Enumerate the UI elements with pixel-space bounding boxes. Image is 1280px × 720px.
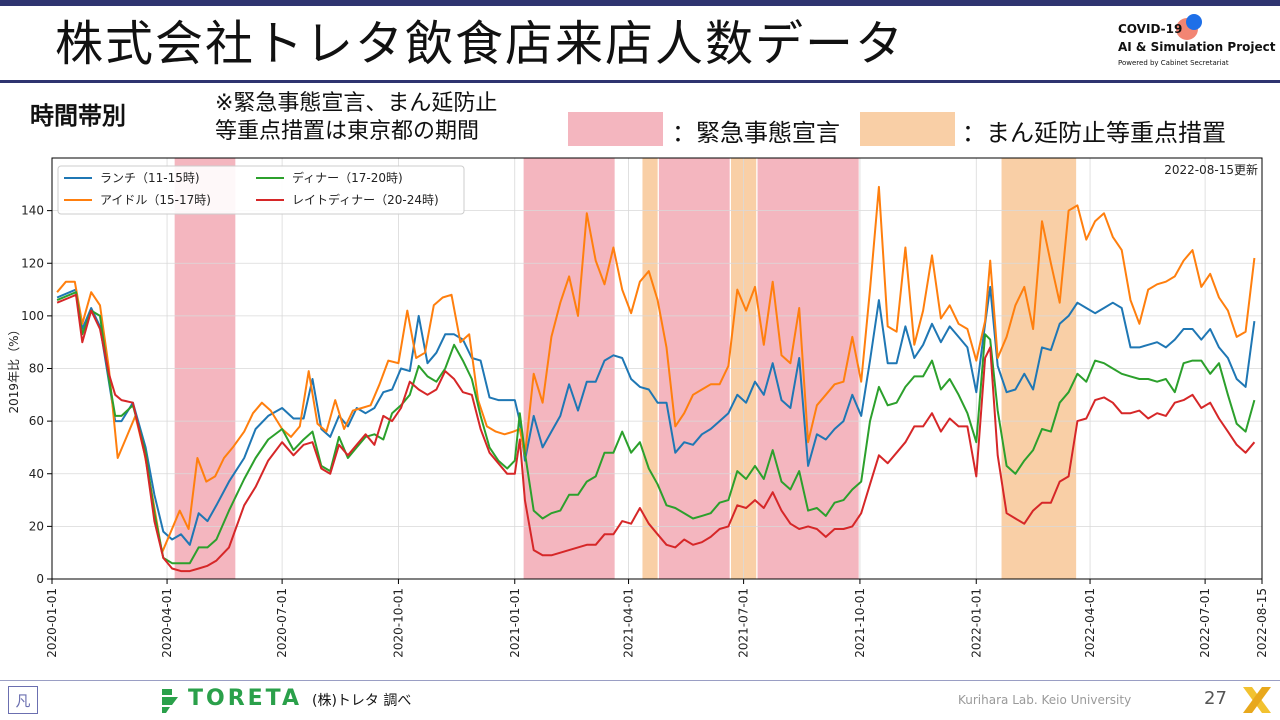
series-line-3 (56, 293, 1256, 573)
toreta-logo-icon (162, 689, 178, 713)
x-tick-label-2020-10-01: 2020-10-01 (391, 588, 405, 658)
y-tick-label-80: 80 (29, 362, 44, 376)
x-tick-label-2021-07-01: 2021-07-01 (737, 588, 751, 658)
period-note-line2: 等重点措置は東京都の期間 (215, 119, 480, 144)
y-tick-label-140: 140 (21, 204, 44, 218)
x-tick-label-2022-01-01: 2022-01-01 (969, 588, 983, 658)
x-tick-label-2022-08-15: 2022-08-15 (1255, 588, 1269, 658)
legend-label-2: ディナー（17-20時) (292, 170, 403, 185)
x-tick-label-2021-01-01: 2021-01-01 (508, 588, 522, 658)
semi-emergency-legend-label: ：まん延防止等重点措置 (962, 119, 1226, 147)
section-subtitle: 時間帯別 (30, 102, 126, 130)
series-line-1 (56, 185, 1256, 554)
legend-label-1: アイドル（15-17時) (100, 193, 211, 207)
x-tick-label-2022-07-01: 2022-07-01 (1198, 588, 1212, 658)
semi-emergency-legend-swatch (860, 112, 955, 146)
logo-blue-dot (1186, 14, 1202, 30)
y-axis-label: 2019年比（%） (7, 324, 21, 414)
y-tick-label-100: 100 (21, 309, 44, 323)
x-tick-label-2022-04-01: 2022-04-01 (1083, 588, 1097, 658)
logo-line2: AI & Simulation Project (1118, 40, 1276, 54)
footer-rule (0, 680, 1280, 681)
header-rule (0, 80, 1280, 83)
lab-credit: Kurihara Lab. Keio University (958, 693, 1132, 707)
emergency-legend-label: ：緊急事態宣言 (672, 119, 840, 147)
covid-project-logo: COVID-19 AI & Simulation Project Powered… (1118, 14, 1278, 72)
y-tick-label-20: 20 (29, 519, 44, 533)
legend-frame (57, 165, 465, 215)
updated-label: 2022-08-15更新 (1164, 162, 1258, 177)
x-tick-label-2020-01-01: 2020-01-01 (45, 588, 59, 658)
y-tick-label-60: 60 (29, 414, 44, 428)
data-source: (株)トレタ 調べ (312, 693, 412, 709)
x-tick-label-2020-04-01: 2020-04-01 (160, 588, 174, 658)
lab-logo: 凡 (8, 686, 38, 714)
emergency-legend-swatch (568, 112, 663, 146)
chart-legend: ランチ（11-15時) アイドル（15-17時) ディナー（17-20時) レイトディ… (57, 165, 465, 215)
toreta-logo-text: TORETA (188, 686, 303, 711)
visitor-line-chart: 0 20 40 60 80 100 120 140 2020-01-01 2020-04-01 20… (7, 157, 1269, 658)
top-accent-bar (0, 0, 1280, 6)
y-tick-label-40: 40 (29, 467, 44, 481)
y-tick-label-120: 120 (21, 256, 44, 270)
page-number: 27 (1204, 688, 1227, 709)
legend-label-0: ランチ（11-15時) (100, 171, 200, 185)
x-tick-label-2021-10-01: 2021-10-01 (853, 588, 867, 658)
logo-line1: COVID-19 (1118, 22, 1183, 36)
period-note: ※緊急事態宣言、まん延防止 等重点措置は東京都の期間 (215, 90, 497, 146)
x-tick-label-2020-07-01: 2020-07-01 (275, 588, 289, 658)
legend-label-3: レイトディナー（20-24時) (292, 192, 439, 207)
x-tick-label-2021-04-01: 2021-04-01 (622, 588, 636, 658)
series-line-2 (56, 291, 1256, 565)
period-note-line1: ※緊急事態宣言、まん延防止 (215, 91, 498, 116)
x-logo-icon (1243, 687, 1271, 713)
plot-frame (51, 157, 1263, 580)
logo-line3: Powered by Cabinet Secretariat (1118, 59, 1229, 67)
y-tick-label-0: 0 (36, 572, 44, 586)
page-title: 株式会社トレタ飲食店来店人数データ (55, 16, 906, 72)
